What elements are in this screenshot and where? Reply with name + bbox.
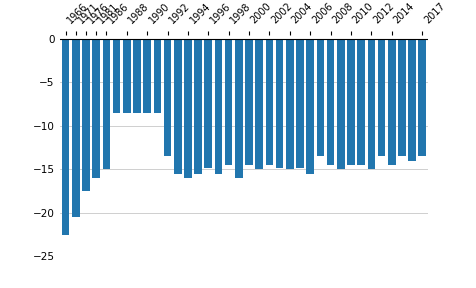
Bar: [357, 39, 365, 165]
Bar: [62, 39, 69, 235]
Bar: [82, 39, 90, 191]
Bar: [245, 39, 253, 165]
Bar: [133, 39, 141, 113]
Bar: [174, 39, 181, 174]
Bar: [215, 39, 222, 174]
Bar: [205, 39, 212, 168]
Bar: [143, 39, 151, 113]
Bar: [256, 39, 263, 169]
Bar: [347, 39, 355, 165]
Bar: [317, 39, 324, 156]
Bar: [235, 39, 243, 178]
Bar: [102, 39, 110, 169]
Bar: [72, 39, 79, 217]
Bar: [307, 39, 314, 174]
Bar: [113, 39, 120, 113]
Bar: [164, 39, 171, 156]
Bar: [327, 39, 335, 165]
Bar: [367, 39, 375, 169]
Bar: [418, 39, 426, 156]
Bar: [153, 39, 161, 113]
Bar: [296, 39, 304, 168]
Bar: [184, 39, 192, 178]
Bar: [276, 39, 283, 168]
Bar: [123, 39, 130, 113]
Bar: [266, 39, 273, 165]
Bar: [337, 39, 345, 169]
Bar: [92, 39, 100, 178]
Bar: [408, 39, 416, 161]
Bar: [388, 39, 396, 165]
Bar: [286, 39, 294, 169]
Bar: [377, 39, 386, 156]
Bar: [398, 39, 406, 156]
Bar: [225, 39, 232, 165]
Bar: [194, 39, 202, 174]
